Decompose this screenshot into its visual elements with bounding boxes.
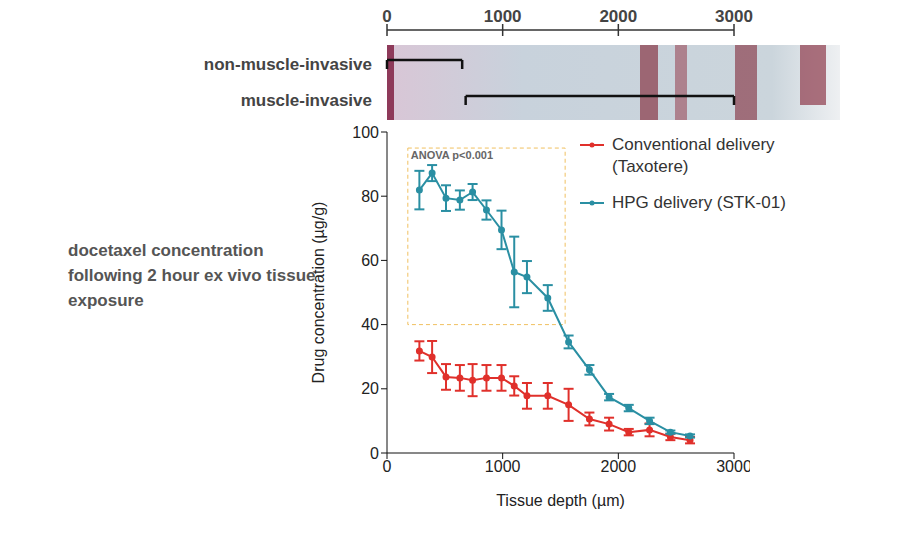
svg-text:0: 0 bbox=[382, 7, 391, 26]
html-text:Conventional delivery (Taxoter: Conventional delivery (Taxotere) bbox=[612, 135, 775, 176]
svg-text:3000: 3000 bbox=[715, 7, 753, 26]
svg-text:3000: 3000 bbox=[716, 458, 750, 475]
svg-text:muscle-invasive: muscle-invasive bbox=[241, 91, 372, 110]
svg-text:Drug concentration (µg/g): Drug concentration (µg/g) bbox=[310, 202, 327, 384]
svg-text:40: 40 bbox=[361, 316, 379, 333]
svg-text:ANOVA p<0.001: ANOVA p<0.001 bbox=[411, 149, 493, 161]
svg-text:80: 80 bbox=[361, 188, 379, 205]
svg-text:100: 100 bbox=[352, 124, 379, 141]
svg-text:non-muscle-invasive: non-muscle-invasive bbox=[204, 55, 372, 74]
svg-text:1000: 1000 bbox=[485, 458, 521, 475]
svg-text:60: 60 bbox=[361, 252, 379, 269]
html-text:HPG delivery (STK-01): HPG delivery (STK-01) bbox=[612, 193, 786, 212]
svg-text:0: 0 bbox=[383, 458, 392, 475]
svg-text:2000: 2000 bbox=[601, 458, 637, 475]
svg-text:Tissue depth (µm): Tissue depth (µm) bbox=[496, 492, 625, 509]
svg-text:1000: 1000 bbox=[484, 7, 522, 26]
html-text:docetaxel concentration follow: docetaxel concentration following 2 hour… bbox=[68, 241, 316, 310]
svg-text:20: 20 bbox=[361, 380, 379, 397]
svg-text:0: 0 bbox=[370, 445, 379, 462]
svg-text:2000: 2000 bbox=[599, 7, 637, 26]
